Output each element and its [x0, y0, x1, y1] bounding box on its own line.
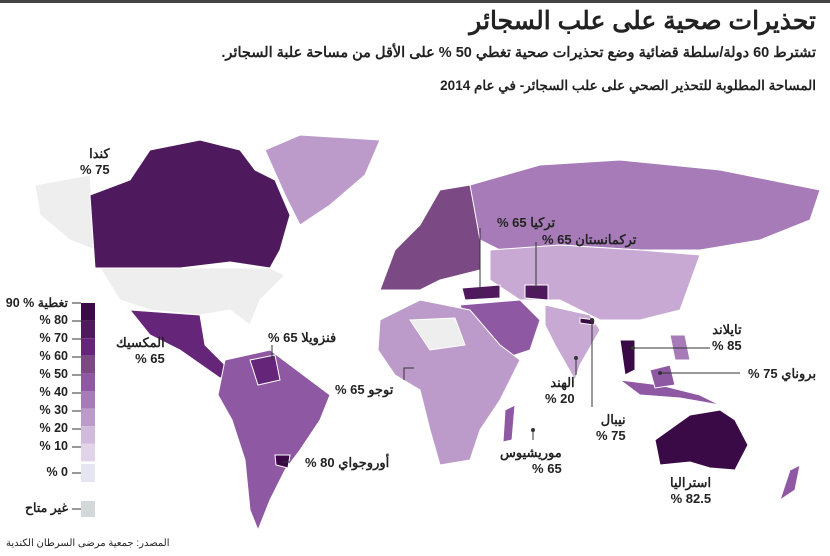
callout-thailand: تايلاند 85 %: [712, 322, 742, 353]
region-new-zealand: [779, 464, 801, 502]
legend-label: % 50: [39, 367, 69, 381]
legend-swatch-not-available: [81, 501, 95, 517]
legend-swatch: [81, 373, 95, 391]
leader-lines: [271, 228, 740, 463]
callout-turkmenistan: تركمانستان 65 %: [542, 232, 637, 247]
legend-label-not-available: غير متاح: [24, 501, 68, 515]
subtitle: تشترط 60 دولة/سلطة قضائية وضع تحذيرات صح…: [221, 45, 816, 61]
legend-swatches: [72, 302, 95, 517]
legend-label: % 10: [39, 439, 69, 453]
callout-mauritius: موريشيوس 65 %: [500, 445, 562, 476]
callout-nepal: نيبال 75 %: [596, 412, 626, 443]
callout-turkey: تركيا 65 %: [497, 215, 556, 230]
legend-label: % 20: [39, 421, 69, 435]
region-borneo: [649, 364, 676, 389]
callout-uruguay: أوروجواي 80 %: [305, 455, 390, 470]
callout-brunei: بروناي 75 %: [748, 366, 817, 381]
legend-label: % 30: [39, 403, 69, 417]
top-rule: [0, 0, 830, 3]
callout-india: الهند 20 %: [545, 375, 575, 406]
source-note: المصدر: جمعية مرضى السرطان الكندية: [6, 538, 170, 549]
region-asia: [489, 244, 701, 321]
region-usa: [99, 267, 286, 326]
region-russia: [469, 159, 821, 251]
region-venezuela: [249, 354, 281, 386]
legend-label: % 0: [46, 465, 68, 479]
callout-mexico: المكسيك 65 %: [116, 335, 165, 366]
legend-label: % 70: [39, 331, 69, 345]
legend-label: 90 % تغطية: [5, 296, 68, 310]
legend-swatch: [81, 408, 95, 427]
region-south-america: [217, 349, 331, 532]
map-label: المساحة المطلوبة للتحذير الصحي على علب ا…: [440, 78, 816, 93]
callout-venezuela: فنزويلا 65 %: [268, 330, 337, 345]
region-greenland: [264, 134, 381, 226]
region-europe: [379, 184, 481, 291]
legend-swatch: [81, 391, 95, 409]
region-turkmenistan: [524, 284, 549, 301]
legend-swatch: [81, 338, 95, 356]
region-madagascar: [502, 404, 516, 443]
legend-label: % 60: [39, 349, 69, 363]
region-alaska: [34, 174, 96, 251]
legend-swatch: [81, 355, 95, 374]
legend-label: % 80: [39, 313, 69, 327]
region-thailand: [619, 339, 636, 376]
legend-label: % 40: [39, 385, 69, 399]
legend-swatch: [81, 443, 95, 462]
callout-australia: استراليا 82.5 %: [670, 475, 712, 506]
callout-canada: كندا 75 %: [80, 146, 110, 177]
region-uruguay: [274, 454, 291, 469]
legend-swatch: [81, 320, 95, 339]
legend-swatch: [81, 426, 95, 444]
region-africa: [377, 299, 521, 466]
callout-togo: توجو 65 %: [335, 382, 394, 397]
legend-swatch: [81, 303, 95, 321]
page-title: تحذيرات صحية على علب السجائر: [469, 7, 816, 35]
region-australia: [654, 409, 749, 471]
region-turkey: [461, 284, 501, 301]
region-africa-na: [409, 317, 466, 351]
region-canada: [89, 139, 291, 269]
legend-swatch: [81, 464, 95, 482]
